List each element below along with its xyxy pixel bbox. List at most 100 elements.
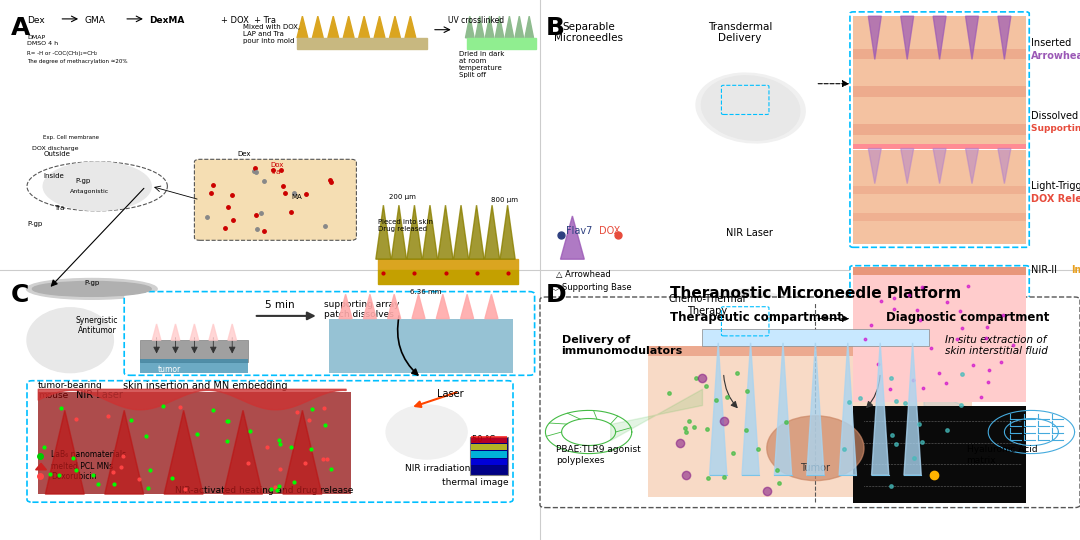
Polygon shape — [388, 294, 401, 319]
Polygon shape — [224, 410, 262, 494]
Text: thermal image: thermal image — [442, 478, 509, 488]
Polygon shape — [164, 410, 203, 494]
Text: Therapeutic compartment: Therapeutic compartment — [670, 310, 842, 323]
Polygon shape — [467, 38, 536, 49]
Ellipse shape — [387, 405, 468, 459]
Polygon shape — [966, 148, 978, 184]
Polygon shape — [495, 16, 504, 38]
Text: In situ extraction of
skin interstitial fluid: In situ extraction of skin interstitial … — [945, 335, 1048, 356]
Polygon shape — [363, 294, 377, 319]
Polygon shape — [376, 205, 391, 259]
Polygon shape — [868, 16, 881, 59]
Text: NIR-II: NIR-II — [1031, 265, 1061, 275]
Polygon shape — [105, 410, 144, 494]
Bar — [470, 437, 508, 475]
Text: DMAP
DMSO 4 h: DMAP DMSO 4 h — [27, 35, 58, 46]
Polygon shape — [210, 324, 218, 340]
Bar — [140, 359, 248, 373]
Polygon shape — [807, 343, 824, 475]
Text: LaB₆ nanomaterials: LaB₆ nanomaterials — [51, 450, 126, 459]
Text: △ Arrowhead: △ Arrowhead — [556, 270, 611, 279]
Polygon shape — [436, 294, 449, 319]
Text: NIR-activated heating and drug release: NIR-activated heating and drug release — [175, 486, 354, 495]
Text: Pieced into skin
Drug released: Pieced into skin Drug released — [378, 219, 433, 232]
Text: P-gp: P-gp — [76, 178, 91, 184]
Ellipse shape — [32, 281, 151, 296]
Polygon shape — [742, 343, 759, 475]
Polygon shape — [312, 16, 323, 38]
Ellipse shape — [696, 289, 806, 359]
Polygon shape — [998, 148, 1011, 184]
Polygon shape — [407, 205, 422, 259]
Text: DOX: DOX — [599, 226, 621, 236]
Text: Outside: Outside — [43, 151, 70, 157]
Text: 5 min: 5 min — [265, 300, 294, 310]
Polygon shape — [515, 16, 524, 38]
Bar — [648, 346, 972, 497]
Text: melted PCL MNs: melted PCL MNs — [51, 462, 113, 470]
Polygon shape — [378, 259, 518, 270]
Polygon shape — [339, 294, 352, 319]
Text: Inside: Inside — [43, 173, 64, 179]
Text: Supporting Base: Supporting Base — [1031, 124, 1080, 133]
Text: Hyaluronic Acid
matrix: Hyaluronic Acid matrix — [967, 446, 1037, 465]
Text: + DOX  + Tra: + DOX + Tra — [221, 16, 276, 25]
Polygon shape — [505, 16, 514, 38]
Text: Light-Triggered: Light-Triggered — [1031, 181, 1080, 191]
Text: DOX Release: DOX Release — [1031, 194, 1080, 205]
Text: 200 μm: 200 μm — [389, 194, 416, 200]
Polygon shape — [868, 148, 881, 184]
Bar — [853, 406, 1026, 503]
Ellipse shape — [701, 292, 800, 356]
Text: Synergistic
Antitumor: Synergistic Antitumor — [76, 316, 119, 335]
Polygon shape — [933, 148, 946, 184]
Text: Laser: Laser — [437, 389, 464, 399]
Polygon shape — [45, 410, 84, 494]
Text: C: C — [11, 284, 29, 307]
Text: UV crosslinked: UV crosslinked — [448, 16, 504, 25]
Polygon shape — [164, 410, 203, 494]
Polygon shape — [390, 16, 401, 38]
Polygon shape — [152, 324, 161, 340]
Text: DexMA: DexMA — [149, 16, 185, 25]
Text: 50 °C: 50 °C — [472, 435, 495, 444]
Text: Tumor: Tumor — [800, 463, 831, 474]
Text: Theranostic Microneedle Platform: Theranostic Microneedle Platform — [670, 286, 961, 301]
Text: Flav7: Flav7 — [566, 226, 592, 236]
Text: The degree of methacrylation ≈20%: The degree of methacrylation ≈20% — [27, 59, 127, 64]
Polygon shape — [485, 16, 494, 38]
Bar — [471, 436, 507, 443]
Text: 6.36 mm: 6.36 mm — [410, 289, 442, 295]
Text: NIR Laser: NIR Laser — [76, 390, 122, 400]
Text: Delivery of
immunomodulators: Delivery of immunomodulators — [562, 335, 683, 356]
Text: R= -H or -COC(CH₃)₂=CH₂: R= -H or -COC(CH₃)₂=CH₂ — [27, 51, 97, 56]
Polygon shape — [485, 205, 500, 259]
Text: Dex: Dex — [238, 151, 251, 157]
Text: Dried in dark
at room
temperature
Split off: Dried in dark at room temperature Split … — [459, 51, 504, 78]
Polygon shape — [36, 463, 46, 470]
Text: tumor: tumor — [158, 364, 181, 374]
Polygon shape — [297, 16, 308, 38]
Text: supporting array
patch dissolves: supporting array patch dissolves — [324, 300, 400, 319]
Text: Exp. Cell membrane: Exp. Cell membrane — [43, 135, 99, 140]
Text: A: A — [11, 16, 30, 40]
Polygon shape — [374, 16, 384, 38]
Polygon shape — [297, 38, 427, 49]
Polygon shape — [378, 270, 518, 284]
Polygon shape — [461, 294, 473, 319]
FancyBboxPatch shape — [27, 381, 513, 502]
Text: Diagnostic compartment: Diagnostic compartment — [886, 310, 1049, 323]
Text: DOX discharge: DOX discharge — [32, 146, 79, 151]
Polygon shape — [171, 324, 179, 340]
Bar — [329, 319, 513, 373]
Polygon shape — [359, 16, 369, 38]
Polygon shape — [190, 324, 199, 340]
Text: tumor-bearing
mouse: tumor-bearing mouse — [38, 381, 103, 400]
Text: Imaging: Imaging — [1071, 265, 1080, 275]
Polygon shape — [283, 410, 322, 494]
Text: P-gp: P-gp — [84, 280, 99, 287]
Text: NIR Laser: NIR Laser — [726, 228, 772, 239]
FancyBboxPatch shape — [194, 159, 356, 240]
FancyBboxPatch shape — [540, 297, 1080, 508]
Text: Dox
Tra: Dox Tra — [270, 162, 283, 175]
